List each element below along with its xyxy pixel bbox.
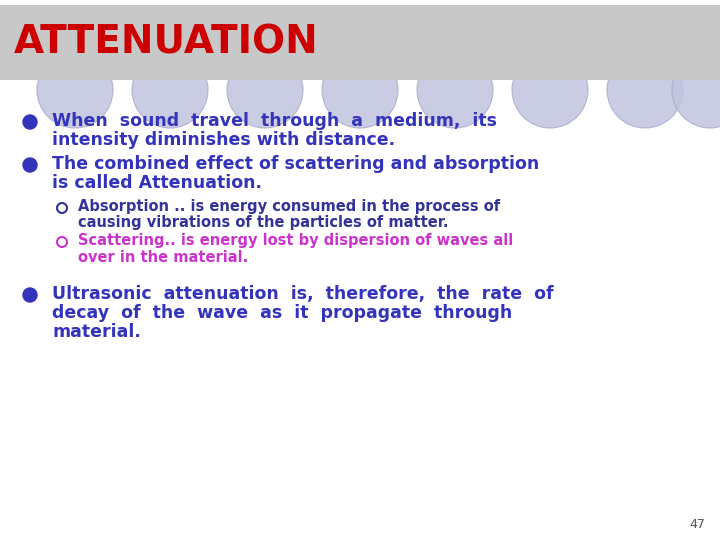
Text: over in the material.: over in the material. [78,249,248,265]
Text: Scattering.. is energy lost by dispersion of waves all: Scattering.. is energy lost by dispersio… [78,233,513,248]
Text: Absorption .. is energy consumed in the process of: Absorption .. is energy consumed in the … [78,199,500,214]
Circle shape [37,52,113,128]
Text: intensity diminishes with distance.: intensity diminishes with distance. [52,131,395,149]
Text: causing vibrations of the particles of matter.: causing vibrations of the particles of m… [78,215,449,231]
Text: ATTENUATION: ATTENUATION [14,24,319,62]
Text: The combined effect of scattering and absorption: The combined effect of scattering and ab… [52,155,539,173]
Text: is called Attenuation.: is called Attenuation. [52,174,262,192]
Circle shape [227,52,303,128]
Text: Ultrasonic  attenuation  is,  therefore,  the  rate  of: Ultrasonic attenuation is, therefore, th… [52,285,554,303]
Circle shape [23,158,37,172]
Circle shape [23,288,37,302]
Circle shape [322,52,398,128]
Circle shape [23,115,37,129]
Circle shape [607,52,683,128]
Circle shape [132,52,208,128]
Text: When  sound  travel  through  a  medium,  its: When sound travel through a medium, its [52,112,497,130]
Circle shape [672,52,720,128]
FancyBboxPatch shape [0,5,720,80]
Text: 47: 47 [689,518,705,531]
Circle shape [512,52,588,128]
Text: decay  of  the  wave  as  it  propagate  through: decay of the wave as it propagate throug… [52,304,512,322]
Circle shape [417,52,493,128]
Text: material.: material. [52,323,141,341]
